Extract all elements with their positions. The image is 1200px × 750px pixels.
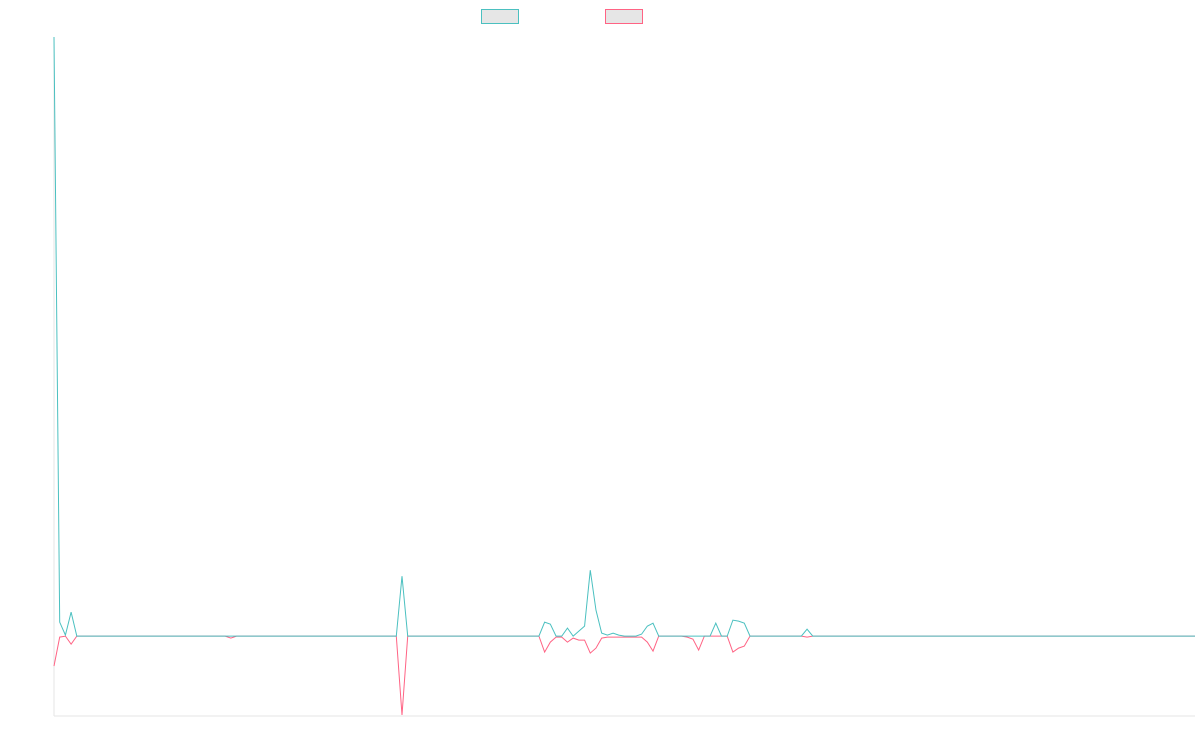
legend-swatch-series-1[interactable] [481, 9, 519, 24]
legend-swatch-series-2[interactable] [605, 9, 643, 24]
axes [53, 37, 1195, 717]
series-line-1[interactable] [53, 36, 1195, 637]
series-line-2[interactable] [53, 635, 1195, 716]
series-layer [53, 36, 1195, 716]
legend [0, 9, 1200, 27]
